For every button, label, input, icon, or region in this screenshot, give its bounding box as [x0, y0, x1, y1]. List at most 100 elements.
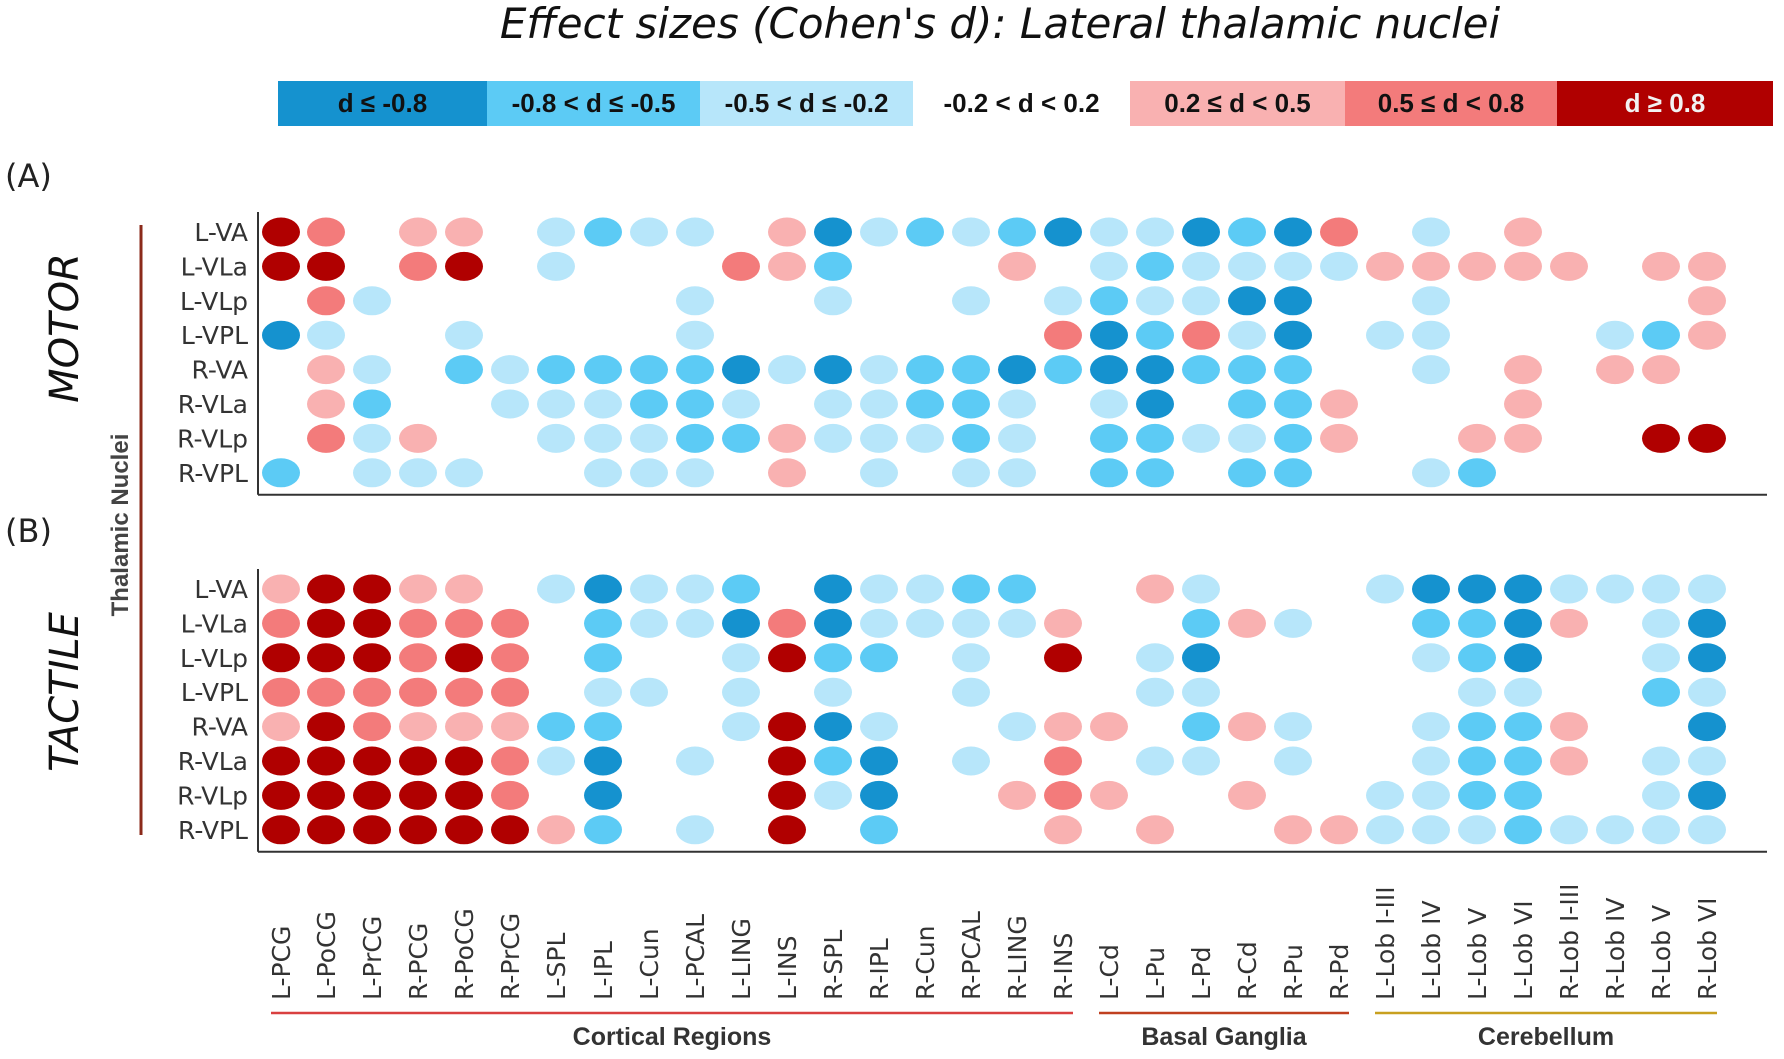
cell-motor-l-vpl-r-lob-vi — [1688, 320, 1726, 350]
x-tick-r-pcal: R-PCAL — [957, 911, 986, 1000]
cell-tactile-l-va-r-lob-vi — [1688, 574, 1726, 604]
row-label-l-vpl: L-VPL — [181, 678, 248, 707]
cell-tactile-r-va-l-lob-v — [1458, 712, 1496, 742]
cell-tactile-r-va-l-lob-vi — [1504, 712, 1542, 742]
cell-tactile-l-vla-l-lob-iv — [1412, 608, 1450, 638]
cell-tactile-l-vla-r-prcg — [491, 608, 529, 638]
cell-motor-r-vla-r-ling — [998, 389, 1036, 419]
row-label-l-vpl: L-VPL — [181, 321, 248, 350]
row-label-l-vlp: L-VLp — [180, 644, 248, 673]
cell-motor-r-vpl-r-cd — [1228, 458, 1266, 488]
x-tick-l-ins: L-INS — [773, 936, 802, 1000]
cell-motor-r-va-r-prcg — [491, 355, 529, 385]
cell-tactile-r-vlp-r-pcg — [399, 780, 437, 810]
cell-tactile-l-va-r-ipl — [860, 574, 898, 604]
cell-tactile-l-vpl-l-lob-vi — [1504, 677, 1542, 707]
cell-motor-l-va-l-pd — [1182, 217, 1220, 247]
cell-motor-l-vlp-r-spl — [814, 286, 852, 316]
cell-motor-r-vla-l-prcg — [353, 389, 391, 419]
x-tick-l-lob-v: L-Lob V — [1463, 908, 1492, 1000]
cell-motor-r-vlp-l-pu — [1136, 423, 1174, 453]
cell-motor-l-va-l-pocg — [307, 217, 345, 247]
x-tick-l-spl: L-SPL — [542, 933, 571, 1000]
x-tick-r-spl: R-SPL — [819, 930, 848, 1000]
panel-label-b: (B) — [5, 512, 52, 550]
cell-tactile-r-va-l-pcg — [262, 712, 300, 742]
cell-tactile-l-vpl-r-lob-vi — [1688, 677, 1726, 707]
cell-tactile-l-vpl-l-lob-v — [1458, 677, 1496, 707]
row-label-l-va: L-VA — [194, 218, 248, 247]
cell-tactile-r-vla-r-pu — [1274, 746, 1312, 776]
cell-motor-r-va-r-ipl — [860, 355, 898, 385]
cell-motor-r-va-r-lob-v — [1642, 355, 1680, 385]
cell-motor-r-va-l-spl — [537, 355, 575, 385]
cell-motor-l-vla-l-spl — [537, 251, 575, 281]
cell-tactile-l-vpl-l-ipl — [584, 677, 622, 707]
cell-tactile-r-va-l-pd — [1182, 712, 1220, 742]
row-label-r-vlp: R-VLp — [177, 424, 248, 453]
cell-motor-r-va-r-pcal — [952, 355, 990, 385]
x-tick-r-lob-vi: R-Lob VI — [1693, 898, 1722, 1000]
cell-tactile-r-vla-l-pcal — [676, 746, 714, 776]
cell-motor-l-va-r-spl — [814, 217, 852, 247]
cell-motor-r-vpl-r-ipl — [860, 458, 898, 488]
cell-motor-l-vpl-r-lob-v — [1642, 320, 1680, 350]
cell-tactile-l-vla-r-ins — [1044, 608, 1082, 638]
cell-tactile-r-vlp-r-prcg — [491, 780, 529, 810]
x-tick-l-pocg: L-PoCG — [312, 911, 341, 1000]
cell-motor-l-vla-r-lob-vi — [1688, 251, 1726, 281]
x-tick-l-lob-i-iii: L-Lob I-III — [1371, 886, 1400, 1000]
cell-tactile-r-va-r-lob-vi — [1688, 712, 1726, 742]
cell-motor-l-vla-l-lob-v — [1458, 251, 1496, 281]
cell-motor-r-va-l-cd — [1090, 355, 1128, 385]
cell-motor-l-vla-l-pocg — [307, 251, 345, 281]
cell-tactile-r-vpl-r-pocg — [445, 815, 483, 845]
x-tick-labels: L-PCG L-PoCG L-PrCG R-PCG R-PoCG R-PrCG L-SPL L… — [267, 884, 1722, 1001]
cell-tactile-r-vla-r-ins — [1044, 746, 1082, 776]
cell-tactile-l-vpl-r-pcal — [952, 677, 990, 707]
cell-motor-l-vlp-l-pcal — [676, 286, 714, 316]
cell-tactile-l-vpl-r-pcg — [399, 677, 437, 707]
legend: d ≤ -0.8 -0.8 < d ≤ -0.5 -0.5 < d ≤ -0.2 -0… — [278, 81, 1773, 126]
cell-tactile-l-vlp-l-lob-vi — [1504, 643, 1542, 673]
x-tick-l-lob-vi: L-Lob VI — [1509, 900, 1538, 1000]
cell-motor-r-vpl-r-pcal — [952, 458, 990, 488]
cell-tactile-l-vpl-l-pd — [1182, 677, 1220, 707]
cell-motor-l-vlp-l-pu — [1136, 286, 1174, 316]
legend-label-5: 0.2 ≤ d < 0.5 — [1164, 88, 1311, 118]
x-tick-r-pd: R-Pd — [1325, 944, 1354, 1000]
cell-motor-r-vlp-l-cun — [630, 423, 668, 453]
x-tick-l-ipl: L-IPL — [589, 941, 618, 1000]
cell-tactile-l-va-l-spl — [537, 574, 575, 604]
cell-motor-r-vpl-l-prcg — [353, 458, 391, 488]
cell-motor-l-va-l-ipl — [584, 217, 622, 247]
cell-tactile-r-vla-l-lob-iv — [1412, 746, 1450, 776]
cell-tactile-l-vla-r-lob-vi — [1688, 608, 1726, 638]
cell-motor-r-vlp-r-pcg — [399, 423, 437, 453]
cell-tactile-r-vla-r-pcg — [399, 746, 437, 776]
cell-motor-r-vlp-l-ipl — [584, 423, 622, 453]
cell-tactile-r-vpl-l-pcg — [262, 815, 300, 845]
cell-motor-r-vpl-l-lob-iv — [1412, 458, 1450, 488]
cell-tactile-r-va-l-pocg — [307, 712, 345, 742]
cell-motor-r-va-l-ipl — [584, 355, 622, 385]
cell-motor-l-va-r-pu — [1274, 217, 1312, 247]
legend-swatch-7 — [1557, 81, 1773, 126]
cell-tactile-l-vlp-l-pd — [1182, 643, 1220, 673]
cell-tactile-l-vpl-l-ling — [722, 677, 760, 707]
cell-motor-r-vlp-r-cd — [1228, 423, 1266, 453]
x-tick-r-ling: R-LING — [1003, 915, 1032, 1000]
cell-motor-r-va-r-ins — [1044, 355, 1082, 385]
x-tick-l-cd: L-Cd — [1095, 944, 1124, 1000]
row-label-l-va: L-VA — [194, 575, 248, 604]
cell-tactile-l-vlp-l-lob-v — [1458, 643, 1496, 673]
cell-tactile-r-vla-l-ipl — [584, 746, 622, 776]
row-label-r-vla: R-VLa — [178, 390, 248, 419]
cell-motor-l-va-r-cun — [906, 217, 944, 247]
cell-tactile-r-vpl-l-spl — [537, 815, 575, 845]
cell-tactile-l-vla-r-pocg — [445, 608, 483, 638]
cell-motor-r-vlp-r-lob-vi — [1688, 423, 1726, 453]
cell-motor-l-vla-l-pd — [1182, 251, 1220, 281]
cell-tactile-l-vlp-l-ling — [722, 643, 760, 673]
cell-tactile-l-vpl-r-pocg — [445, 677, 483, 707]
